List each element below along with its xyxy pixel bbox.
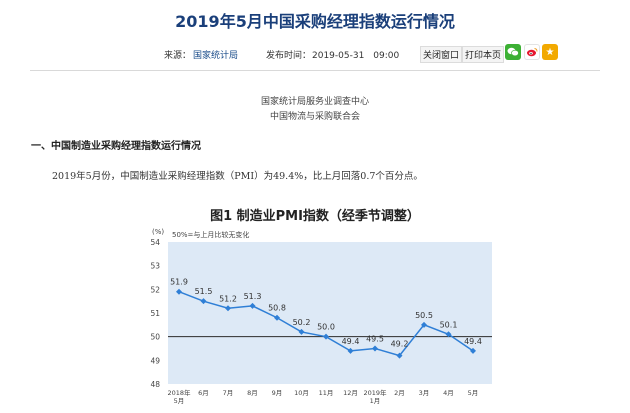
x-tick-label: 2月: [394, 389, 405, 397]
y-tick-label: 54: [150, 238, 160, 247]
x-tick-label: 7月: [223, 389, 234, 397]
print-page-button[interactable]: 打印本页: [462, 46, 505, 63]
x-tick-label: 2018年 5月: [167, 388, 191, 405]
data-label: 49.2: [391, 340, 409, 349]
data-point: [249, 302, 256, 309]
x-tick-label: 11月: [319, 389, 334, 397]
x-tick-label: 12月: [343, 389, 358, 397]
source-label: 来源：: [164, 51, 192, 61]
x-tick-label: 9月: [272, 389, 283, 397]
weibo-icon[interactable]: [524, 44, 540, 60]
data-label: 49.4: [342, 337, 360, 346]
wechat-icon[interactable]: [505, 44, 521, 60]
source-link[interactable]: 国家统计局: [193, 51, 239, 61]
section-heading: 一、中国制造业采购经理指数运行情况: [31, 141, 201, 152]
x-tick-label: 10月: [294, 389, 309, 397]
org-line-1: 国家统计局服务业调查中心: [260, 97, 369, 107]
y-tick-label: 53: [150, 262, 160, 271]
y-tick-label: 51: [150, 309, 160, 318]
data-point: [298, 328, 305, 335]
data-point: [372, 345, 378, 352]
x-tick-label: 2019年 1月: [363, 388, 387, 405]
data-point: [176, 288, 182, 295]
close-window-button[interactable]: 关闭窗口: [420, 46, 463, 63]
chart-title: 图1 制造业PMI指数（经季节调整）: [210, 209, 420, 224]
data-label: 50.8: [268, 304, 286, 313]
data-label: 51.3: [244, 292, 262, 301]
meta-divider: [30, 70, 600, 71]
data-point: [396, 352, 403, 359]
chart-note: 50%=与上月比较无变化: [172, 230, 249, 239]
article-meta: 来源： 国家统计局 发布时间： 2019-05-31 09:00 关闭窗口 打印…: [0, 44, 630, 66]
data-label: 50.1: [440, 320, 458, 329]
data-point: [225, 305, 231, 312]
data-point: [200, 298, 207, 305]
data-point: [274, 314, 280, 321]
article-title: 2019年5月中国采购经理指数运行情况: [175, 12, 455, 31]
data-label: 50.5: [415, 311, 433, 320]
star-icon[interactable]: ★: [542, 44, 558, 60]
y-tick-label: 48: [150, 380, 160, 389]
data-point: [445, 331, 452, 338]
data-label: 50.0: [317, 323, 335, 332]
x-tick-label: 4月: [443, 389, 454, 397]
y-tick-label: 52: [150, 285, 160, 294]
data-point: [421, 321, 427, 328]
org-line-2: 中国物流与采购联合会: [269, 112, 360, 122]
x-tick-label: 6月: [198, 389, 209, 397]
x-tick-label: 5月: [468, 389, 479, 397]
data-label: 50.2: [293, 318, 311, 327]
publish-date-label: 发布时间：: [266, 51, 312, 61]
data-label: 51.2: [219, 294, 237, 303]
x-tick-label: 8月: [247, 389, 258, 397]
y-axis-unit: (%): [152, 228, 164, 236]
data-label: 51.9: [170, 278, 188, 287]
y-tick-label: 50: [150, 333, 160, 342]
plot-background: [168, 242, 492, 384]
y-tick-label: 49: [150, 356, 160, 365]
publish-date: 2019-05-31 09:00: [312, 51, 400, 61]
data-point: [323, 333, 329, 340]
article-paragraph: 2019年5月份，中国制造业采购经理指数（PMI）为49.4%，比上月回落0.7…: [52, 171, 423, 182]
data-label: 49.4: [464, 337, 482, 346]
data-point: [470, 347, 476, 354]
data-label: 49.5: [366, 335, 384, 344]
data-label: 51.5: [195, 287, 213, 296]
data-point: [347, 347, 354, 354]
x-tick-label: 3月: [419, 389, 430, 397]
